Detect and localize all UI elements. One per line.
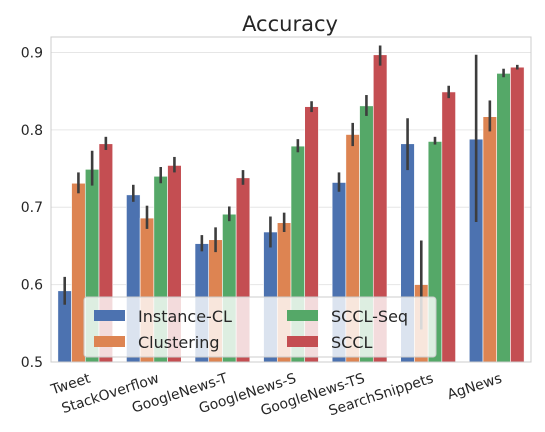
legend-label-instance-cl: Instance-CL [138,307,232,326]
x-tick-label-agnews: AgNews [445,371,503,404]
legend-frame [83,296,437,358]
error-bars-layer [63,45,519,330]
legend-swatch-sccl-seq [287,310,318,321]
legend-swatch-sccl [287,336,318,347]
bar-clustering-agnews [482,116,498,363]
y-tick-label: 0.6 [21,278,43,294]
legend-label-clustering: Clustering [138,333,220,352]
y-tick-label: 0.7 [21,200,43,216]
bar-sccl-seq-agnews [496,73,511,363]
legend-label-sccl: SCCL [331,333,373,352]
legend-label-sccl-seq: SCCL-Seq [331,307,408,326]
y-tick-labels: 0.5 0.6 0.7 0.8 0.9 [21,45,43,371]
chart-title: Accuracy [242,12,338,36]
bar-clustering-tweet [71,182,86,363]
legend-swatch-clustering [94,336,125,347]
y-tick-label: 0.8 [21,123,43,139]
y-tick-label: 0.9 [21,45,43,61]
x-tick-labels: TweetStackOverflowGoogleNews-TGoogleNews… [48,370,504,419]
legend-swatch-instance-cl [94,310,125,321]
plot-frame [50,36,532,363]
bar-sccl-agnews [510,66,525,363]
legend: Instance-CL Clustering SCCL-Seq SCCL [83,296,437,358]
bar-sccl-searchsnippets [441,91,456,363]
y-tick-label: 0.5 [21,355,43,371]
